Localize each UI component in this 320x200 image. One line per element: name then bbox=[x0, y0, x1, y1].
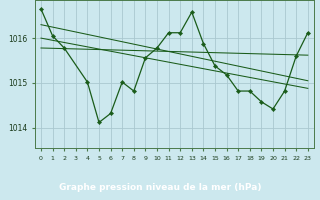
Text: Graphe pression niveau de la mer (hPa): Graphe pression niveau de la mer (hPa) bbox=[59, 183, 261, 192]
